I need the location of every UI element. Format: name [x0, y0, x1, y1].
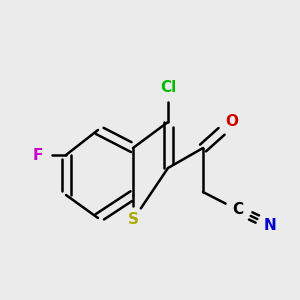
Text: O: O	[226, 115, 238, 130]
Text: S: S	[128, 212, 139, 227]
Text: C: C	[232, 202, 244, 217]
Text: Cl: Cl	[160, 80, 176, 95]
Text: N: N	[264, 218, 276, 232]
Text: F: F	[33, 148, 43, 163]
